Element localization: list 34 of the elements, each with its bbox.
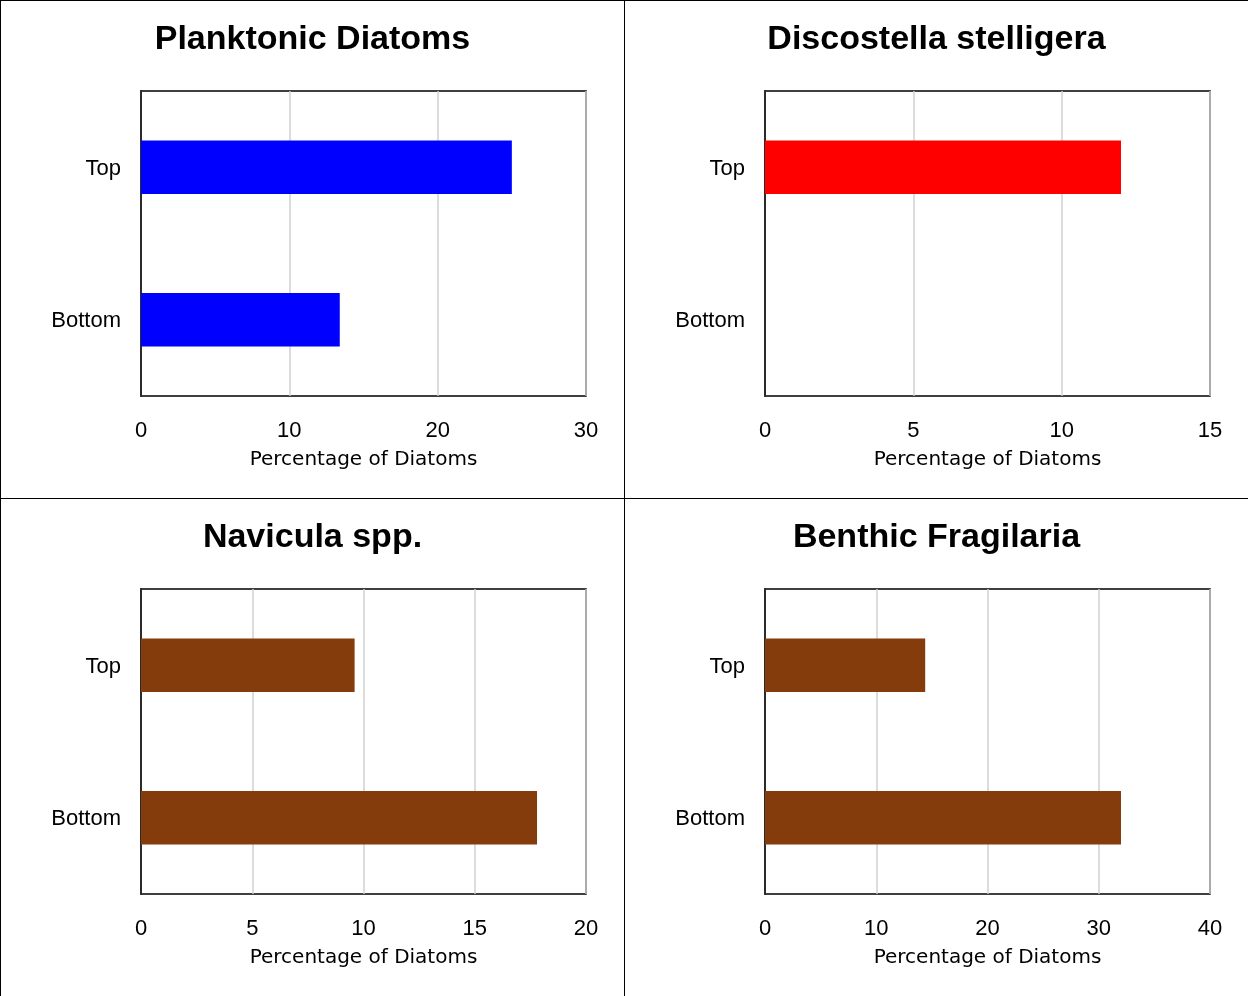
x-tick-label: 5 bbox=[246, 914, 259, 940]
y-tick-label: Top bbox=[709, 154, 745, 180]
chart-title: Discostella stelligera bbox=[767, 18, 1107, 56]
x-axis-title: Percentage of Diatoms bbox=[873, 944, 1102, 968]
x-axis-title: Percentage of Diatoms bbox=[873, 446, 1102, 470]
x-tick-label: 10 bbox=[351, 914, 376, 940]
x-tick-label: 20 bbox=[425, 416, 450, 442]
x-tick-label: 10 bbox=[277, 416, 302, 442]
y-tick-label: Bottom bbox=[675, 805, 745, 831]
y-tick-label: Bottom bbox=[51, 307, 121, 333]
x-tick-label: 0 bbox=[758, 914, 772, 940]
x-tick-label: 20 bbox=[573, 914, 599, 940]
x-tick-label: 30 bbox=[573, 416, 599, 442]
x-tick-label: 0 bbox=[758, 416, 772, 442]
y-tick-label: Top bbox=[709, 652, 745, 678]
y-tick-label: Top bbox=[85, 154, 121, 180]
x-tick-label: 20 bbox=[975, 914, 1000, 940]
x-tick-label: 5 bbox=[907, 416, 920, 442]
x-tick-label: 15 bbox=[1197, 416, 1223, 442]
y-tick-label: Top bbox=[85, 652, 121, 678]
chart-title: Benthic Fragilaria bbox=[792, 516, 1082, 554]
x-tick-label: 30 bbox=[1086, 914, 1111, 940]
chart-title: Navicula spp. bbox=[202, 516, 423, 554]
x-tick-label: 15 bbox=[462, 914, 487, 940]
x-axis-title: Percentage of Diatoms bbox=[249, 944, 478, 968]
x-tick-label: 10 bbox=[864, 914, 889, 940]
x-tick-label: 40 bbox=[1197, 914, 1223, 940]
x-tick-label: 0 bbox=[134, 914, 148, 940]
chart-title: Planktonic Diatoms bbox=[154, 18, 471, 56]
y-tick-label: Bottom bbox=[51, 805, 121, 831]
x-tick-label: 0 bbox=[134, 416, 148, 442]
y-tick-label: Bottom bbox=[675, 307, 745, 333]
x-tick-label: 10 bbox=[1049, 416, 1074, 442]
x-axis-title: Percentage of Diatoms bbox=[249, 446, 478, 470]
